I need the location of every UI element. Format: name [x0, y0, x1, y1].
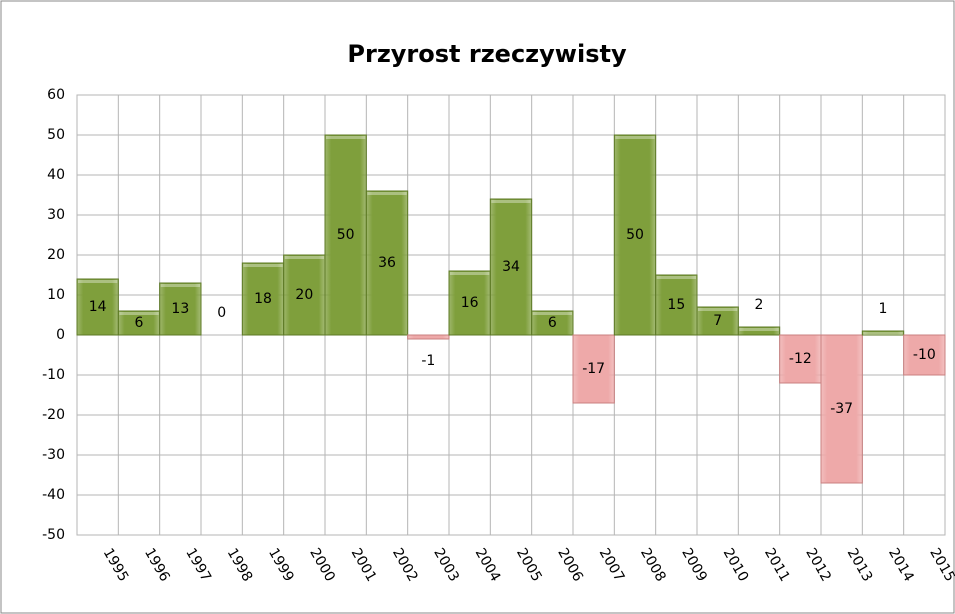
- bar: [696, 306, 739, 336]
- bar: [241, 262, 285, 336]
- data-label: 1: [879, 301, 888, 317]
- y-tick-label: 30: [47, 207, 65, 223]
- y-tick-label: 60: [47, 87, 65, 103]
- data-label: -12: [789, 351, 812, 367]
- bar: [448, 270, 491, 336]
- data-label: 7: [713, 313, 722, 329]
- bar-top: [615, 136, 655, 139]
- bar-top: [243, 264, 283, 267]
- data-label: 15: [667, 297, 685, 313]
- bar: [737, 326, 781, 336]
- bar-top: [656, 276, 696, 279]
- data-label: -10: [913, 347, 936, 363]
- bar-top: [532, 312, 572, 315]
- bar-top: [367, 192, 407, 195]
- y-tick-label: 40: [47, 167, 65, 183]
- bar-top: [119, 312, 159, 315]
- y-tick-label: 10: [47, 287, 65, 303]
- bar: [861, 330, 905, 336]
- y-tick-label: -20: [42, 407, 65, 423]
- data-label: 6: [548, 315, 557, 331]
- y-tick-label: -40: [42, 487, 65, 503]
- data-label: 20: [295, 287, 313, 303]
- data-label: -37: [830, 401, 853, 417]
- chart-title: Przyrost rzeczywisty: [347, 40, 627, 68]
- y-tick-label: 50: [47, 127, 65, 143]
- bar-top: [160, 284, 200, 287]
- data-label: 13: [171, 301, 189, 317]
- data-label: 2: [755, 297, 764, 313]
- bar-top: [491, 200, 531, 203]
- data-label: -17: [582, 361, 605, 377]
- bar: [820, 334, 863, 484]
- bar: [572, 334, 615, 404]
- bar-top: [78, 280, 118, 283]
- bar: [159, 282, 202, 336]
- y-tick-label: 0: [56, 327, 65, 343]
- bar: [407, 334, 450, 340]
- data-label: 14: [89, 299, 107, 315]
- y-tick-label: -10: [42, 367, 65, 383]
- data-label: 36: [378, 255, 396, 271]
- data-label: 34: [502, 259, 520, 275]
- bar: [365, 190, 409, 336]
- y-tick-label: -50: [42, 527, 65, 543]
- bar: [117, 310, 161, 336]
- bar-top: [698, 308, 738, 311]
- y-tick-label: 20: [47, 247, 65, 263]
- data-label: 6: [135, 315, 144, 331]
- data-label: 50: [626, 227, 644, 243]
- bar-top: [450, 272, 490, 275]
- data-label: 16: [461, 295, 479, 311]
- y-tick-label: -30: [42, 447, 65, 463]
- bar-top: [739, 328, 779, 331]
- bar-top: [284, 256, 324, 259]
- bar-top: [326, 136, 366, 139]
- data-label: 0: [217, 305, 226, 321]
- data-label: 18: [254, 291, 272, 307]
- bar: [76, 278, 119, 336]
- bar: [903, 334, 946, 376]
- data-label: -1: [421, 353, 435, 369]
- bar: [613, 134, 657, 336]
- bar: [655, 274, 698, 336]
- data-label: 50: [337, 227, 355, 243]
- bar: [531, 310, 574, 336]
- bar: [489, 198, 533, 336]
- bar-top: [863, 332, 903, 335]
